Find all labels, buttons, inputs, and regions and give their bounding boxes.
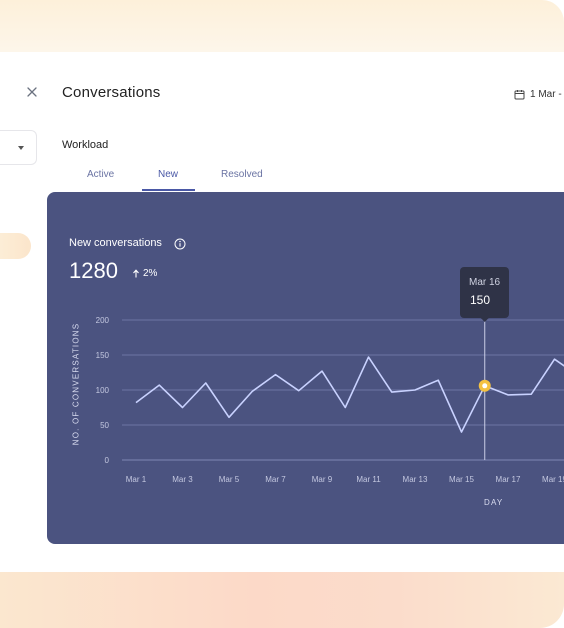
change-value: 2% xyxy=(143,268,158,279)
y-tick-label: 0 xyxy=(105,456,110,465)
close-icon xyxy=(27,87,37,97)
change-indicator: 2% xyxy=(132,268,157,279)
tooltip-pointer xyxy=(480,318,489,322)
tab-active[interactable]: Active xyxy=(87,169,115,180)
y-tick-label: 150 xyxy=(96,351,110,360)
chart-panel xyxy=(47,192,564,544)
x-tick-label: Mar 9 xyxy=(312,475,333,484)
chevron-down-icon xyxy=(18,146,24,150)
active-tab-indicator xyxy=(142,189,195,191)
x-tick-label: Mar 19 xyxy=(542,475,564,484)
bottom-background-strip xyxy=(0,572,564,628)
series-line xyxy=(135,356,564,433)
calendar-icon xyxy=(514,89,525,99)
x-tick-label: Mar 1 xyxy=(126,475,147,484)
y-axis-title: NO. OF CONVERSATIONS xyxy=(71,322,81,446)
x-axis-title: DAY xyxy=(484,498,504,507)
total-count: 1280 xyxy=(69,258,118,283)
chart-tooltip: Mar 16 150 xyxy=(460,267,509,318)
info-icon[interactable] xyxy=(174,237,186,250)
chart-title: New conversations xyxy=(69,237,162,249)
x-tick-label: Mar 13 xyxy=(403,475,428,484)
arrow-up-icon xyxy=(133,269,139,278)
y-tick-label: 50 xyxy=(100,421,109,430)
tab-resolved[interactable]: Resolved xyxy=(221,169,263,180)
x-tick-label: Mar 5 xyxy=(219,475,240,484)
top-background-strip xyxy=(0,0,564,52)
x-tick-label: Mar 3 xyxy=(172,475,193,484)
x-tick-label: Mar 7 xyxy=(265,475,286,484)
date-range-picker[interactable]: 1 Mar - xyxy=(514,86,562,102)
page-title: Conversations xyxy=(62,84,161,101)
tooltip-value: 150 xyxy=(470,293,491,307)
x-tick-label: Mar 15 xyxy=(449,475,474,484)
side-dropdown[interactable] xyxy=(0,130,37,165)
close-button[interactable] xyxy=(24,84,40,100)
tab-new[interactable]: New xyxy=(158,169,179,180)
side-highlight-pill[interactable] xyxy=(0,233,31,259)
y-tick-label: 100 xyxy=(96,386,110,395)
date-range-label: 1 Mar - xyxy=(530,88,562,100)
tooltip-date: Mar 16 xyxy=(469,277,501,288)
section-label: Workload xyxy=(62,139,109,151)
x-tick-label: Mar 11 xyxy=(356,475,381,484)
y-tick-label: 200 xyxy=(96,316,110,325)
highlight-point-center xyxy=(482,383,488,389)
x-tick-label: Mar 17 xyxy=(496,475,521,484)
